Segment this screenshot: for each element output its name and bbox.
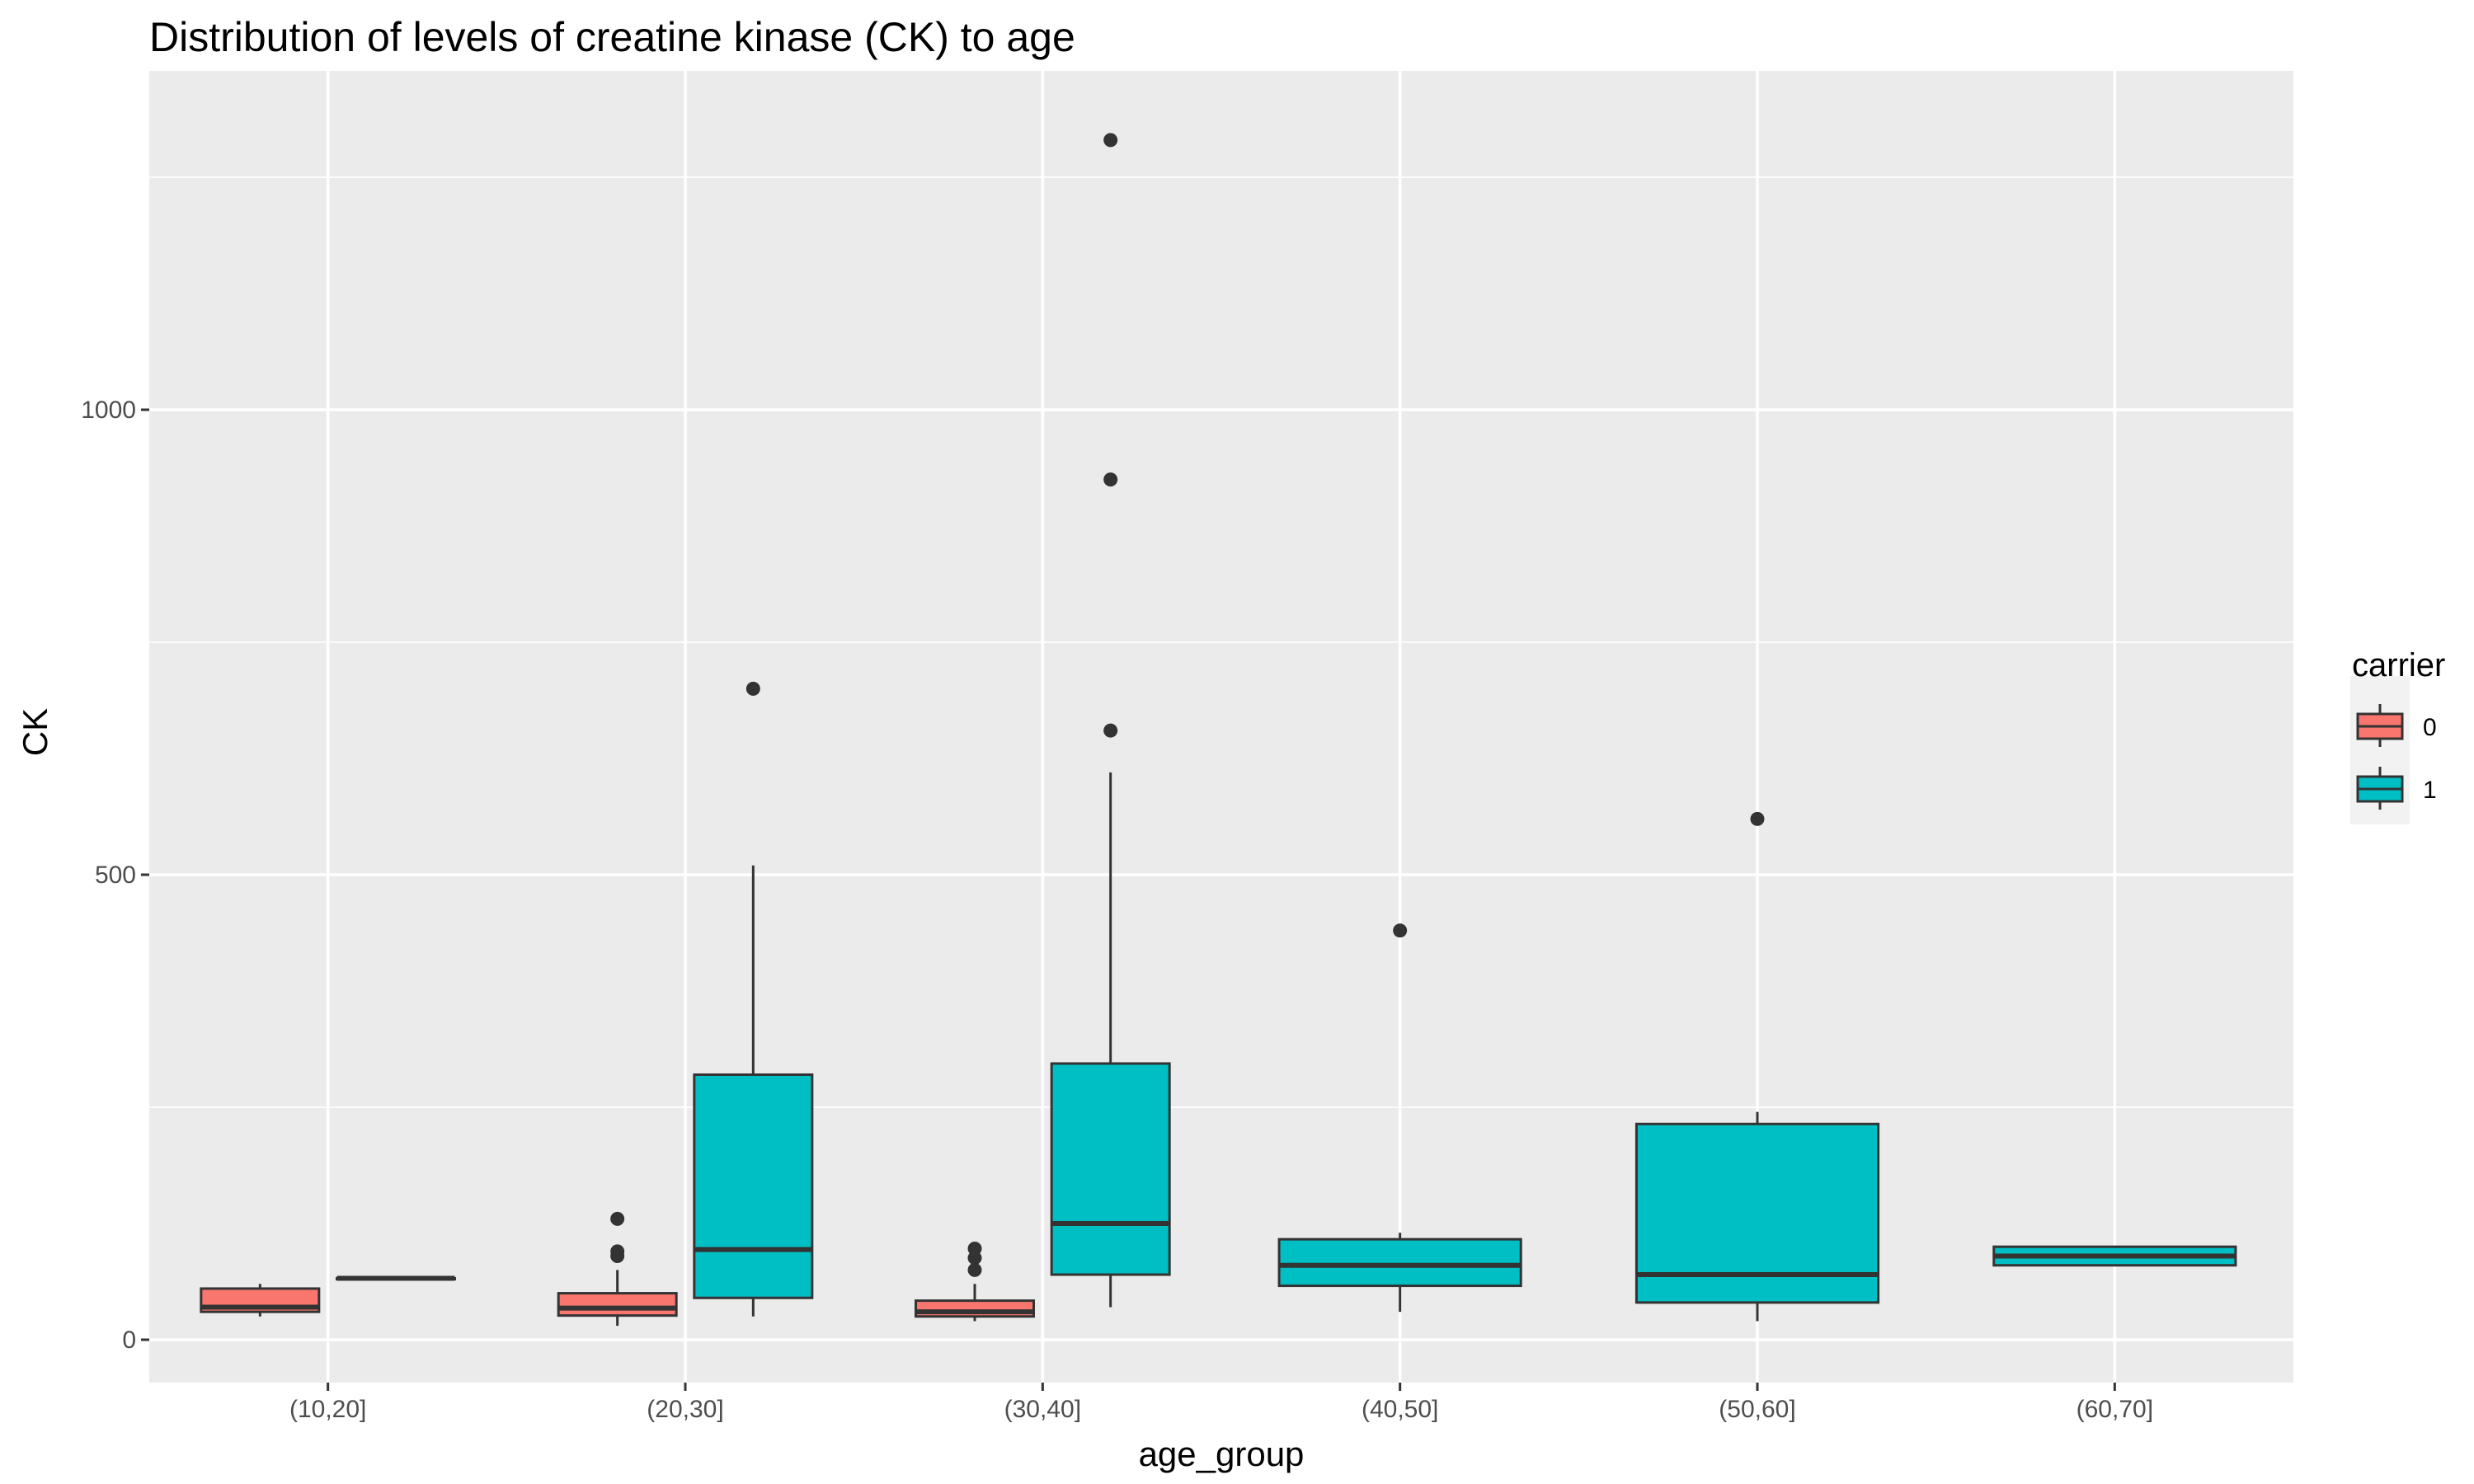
box-1-(30,40]	[1050, 133, 1171, 1308]
box-0-(10,20]	[200, 1284, 321, 1317]
y-tick-label: 0	[122, 1327, 136, 1354]
chart-title: Distribution of levels of creatine kinas…	[149, 14, 1075, 60]
outlier-point	[745, 681, 760, 696]
legend: carrier 0 1	[2350, 647, 2445, 824]
outlier-point	[967, 1241, 982, 1256]
outlier-point	[967, 1262, 982, 1277]
x-tick-label: (60,70]	[2077, 1396, 2153, 1423]
outlier-point	[1103, 133, 1118, 148]
plot-panel	[149, 71, 2293, 1383]
boxes	[200, 133, 2237, 1327]
box-0-(30,40]	[915, 1241, 1035, 1322]
legend-title: carrier	[2352, 647, 2445, 683]
outlier-point	[1393, 923, 1408, 938]
legend-key-0	[2356, 704, 2404, 747]
legend-label-0: 0	[2423, 714, 2437, 741]
x-tick-label: (10,20]	[289, 1396, 366, 1423]
x-tick-label: (40,50]	[1362, 1396, 1438, 1423]
legend-key-1	[2356, 767, 2404, 810]
x-tick-label: (50,60]	[1719, 1396, 1795, 1423]
outlier-point	[1103, 723, 1118, 738]
outlier-point	[610, 1244, 625, 1259]
y-axis-title: CK	[16, 708, 54, 756]
box-1-(50,60]	[1634, 811, 1880, 1322]
x-tick-label: (20,30]	[647, 1396, 723, 1423]
box-body	[557, 1292, 678, 1317]
y-axis: 0 500 1000	[81, 397, 149, 1354]
x-axis: (10,20] (20,30] (30,40] (40,50] (50,60] (60,7…	[289, 1383, 2153, 1423]
y-tick-label: 500	[95, 862, 136, 889]
outlier-point	[610, 1211, 625, 1226]
box-body	[693, 1073, 814, 1299]
outlier-point	[1750, 811, 1765, 826]
grid-lines	[149, 71, 2293, 1383]
box-0-(20,30]	[557, 1211, 678, 1327]
box-1-(20,30]	[693, 681, 814, 1317]
outlier-point	[1103, 472, 1118, 487]
legend-label-1: 1	[2423, 777, 2437, 804]
x-axis-title: age_group	[1139, 1435, 1305, 1473]
box-1-(60,70]	[1992, 1245, 2237, 1267]
x-tick-label: (30,40]	[1004, 1396, 1081, 1423]
box-body	[1277, 1237, 1522, 1288]
y-tick-label: 1000	[81, 397, 136, 424]
box-body	[1050, 1062, 1171, 1276]
box-1-(10,20]	[336, 1275, 456, 1281]
box-1-(40,50]	[1277, 923, 1522, 1313]
